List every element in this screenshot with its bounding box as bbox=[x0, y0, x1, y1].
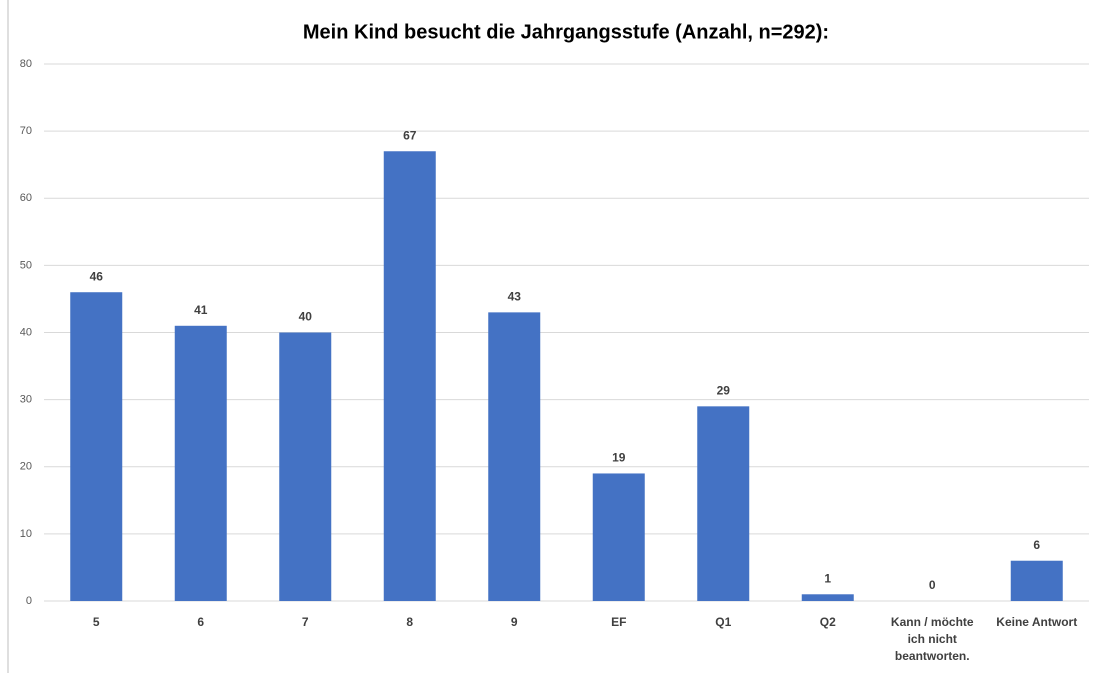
y-tick-label: 70 bbox=[20, 125, 32, 137]
bar bbox=[1010, 560, 1063, 601]
x-tick-label: 7 bbox=[301, 615, 309, 629]
chart-title: Mein Kind besucht die Jahrgangsstufe (An… bbox=[303, 21, 829, 43]
data-label: 0 bbox=[929, 578, 936, 592]
x-tick-label: Q1 bbox=[715, 615, 732, 629]
data-label: 41 bbox=[194, 303, 208, 317]
y-tick-label: 80 bbox=[20, 58, 32, 70]
y-tick-label: 10 bbox=[20, 528, 32, 540]
bar bbox=[383, 151, 436, 601]
x-tick-label-box: 6 bbox=[197, 615, 205, 629]
data-label: 1 bbox=[824, 571, 831, 585]
x-tick-label-box: EF bbox=[611, 615, 627, 629]
x-tick-label-box: 5 bbox=[92, 615, 100, 629]
x-tick-label-box: Kann / möchte ich nicht beantworten. bbox=[890, 615, 974, 663]
x-tick-label: 6 bbox=[197, 615, 205, 629]
bar bbox=[279, 332, 332, 601]
x-tick-label: Keine Antwort bbox=[996, 615, 1078, 629]
x-tick-label-box: Q2 bbox=[819, 615, 836, 629]
x-tick-label-box: 7 bbox=[301, 615, 309, 629]
bar bbox=[592, 473, 645, 601]
x-tick-label-box: Keine Antwort bbox=[996, 615, 1078, 629]
x-tick-label-box: 9 bbox=[510, 615, 518, 629]
y-tick-label: 50 bbox=[20, 259, 32, 271]
bar bbox=[488, 312, 541, 601]
y-tick-label: 20 bbox=[20, 461, 32, 473]
x-tick-label: 8 bbox=[406, 615, 414, 629]
bar bbox=[174, 325, 227, 601]
x-tick-label-box: Q1 bbox=[715, 615, 732, 629]
data-label: 43 bbox=[508, 290, 522, 304]
x-tick-label: 9 bbox=[510, 615, 518, 629]
y-tick-label: 0 bbox=[26, 595, 32, 607]
data-label: 46 bbox=[90, 269, 104, 283]
x-tick-label: Kann / möchte ich nicht beantworten. bbox=[890, 615, 974, 663]
data-label: 6 bbox=[1033, 538, 1040, 552]
y-tick-label: 30 bbox=[20, 394, 32, 406]
x-tick-label: 5 bbox=[92, 615, 100, 629]
x-tick-label: Q2 bbox=[819, 615, 836, 629]
bar bbox=[697, 406, 750, 601]
bar bbox=[801, 594, 854, 601]
x-tick-label: EF bbox=[611, 615, 627, 629]
data-label: 40 bbox=[299, 310, 313, 324]
data-label: 67 bbox=[403, 128, 417, 142]
x-tick-label-box: 8 bbox=[406, 615, 414, 629]
y-tick-label: 60 bbox=[20, 192, 32, 204]
data-label: 19 bbox=[612, 451, 626, 465]
data-label: 29 bbox=[717, 384, 731, 398]
y-tick-label: 40 bbox=[20, 326, 32, 338]
bar bbox=[70, 292, 123, 601]
